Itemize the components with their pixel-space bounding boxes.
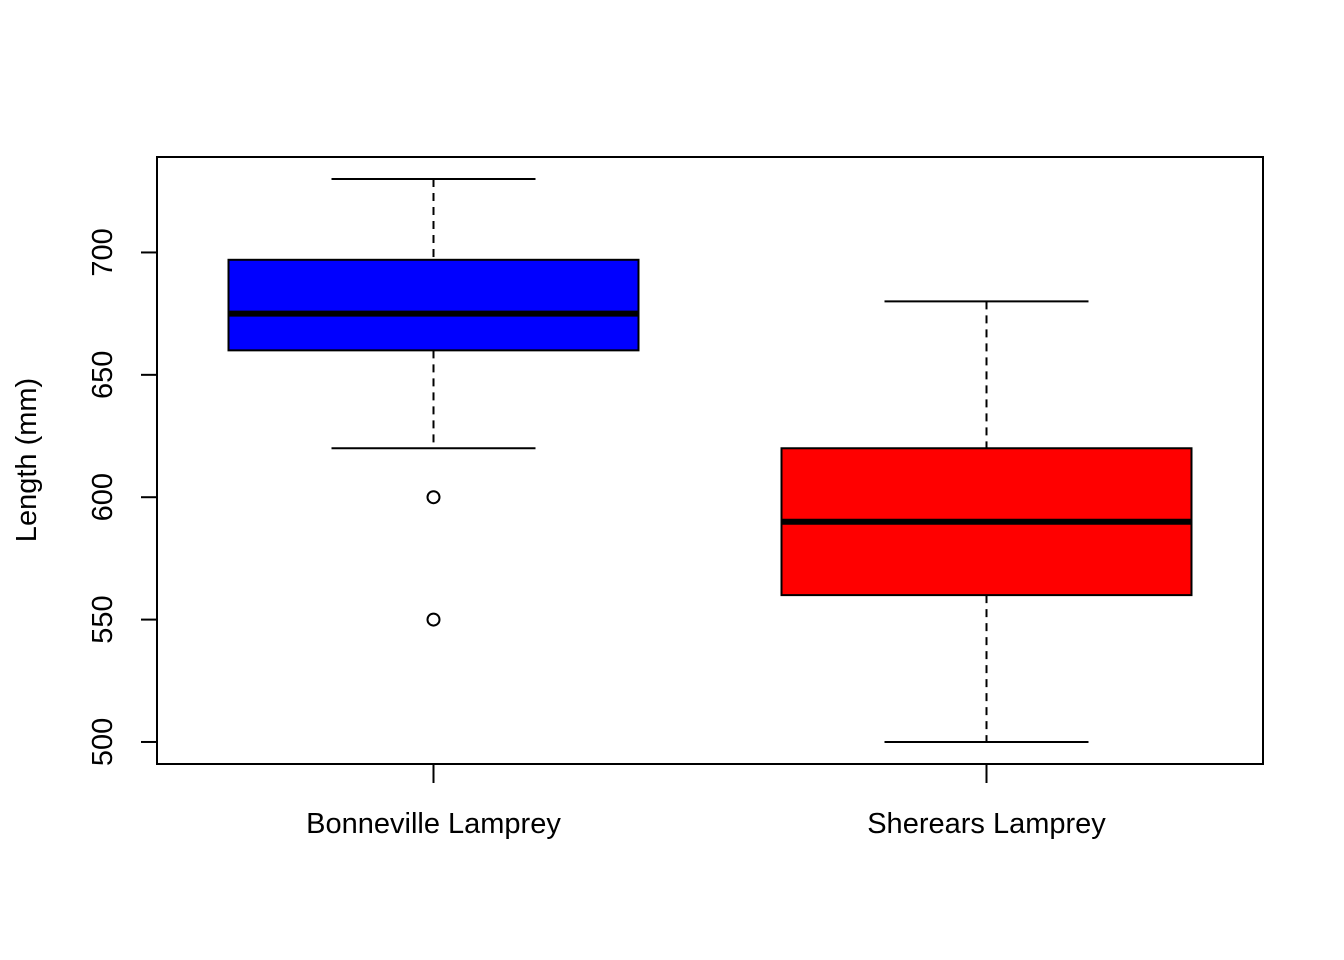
y-tick-label: 500 [87, 718, 119, 766]
y-tick-label: 600 [87, 473, 119, 521]
outlier-point [426, 612, 441, 627]
box-group [227, 178, 640, 627]
outlier-point [426, 490, 441, 505]
x-tick-label: Sherears Lamprey [867, 808, 1106, 840]
y-tick-label: 550 [87, 595, 119, 643]
y-tick-label: 700 [87, 228, 119, 276]
box [227, 258, 640, 352]
box-group [780, 300, 1193, 743]
y-tick-label: 650 [87, 351, 119, 399]
x-tick-label: Bonneville Lamprey [306, 808, 561, 840]
y-axis-label: Length (mm) [11, 378, 43, 542]
